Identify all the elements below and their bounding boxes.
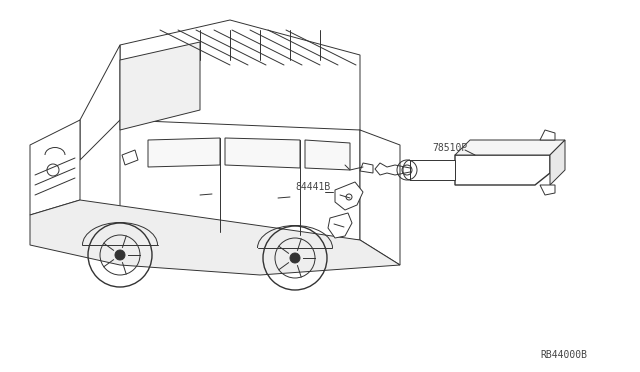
Polygon shape — [360, 163, 373, 173]
Polygon shape — [120, 42, 200, 130]
Polygon shape — [120, 20, 360, 155]
Polygon shape — [80, 45, 120, 160]
Polygon shape — [122, 150, 138, 165]
Polygon shape — [225, 138, 300, 168]
Circle shape — [290, 253, 300, 263]
Text: 78510P: 78510P — [432, 143, 467, 153]
Circle shape — [115, 250, 125, 260]
Polygon shape — [30, 200, 400, 275]
Polygon shape — [335, 182, 363, 210]
Polygon shape — [120, 120, 360, 240]
Polygon shape — [30, 120, 80, 215]
Polygon shape — [455, 155, 550, 185]
Polygon shape — [410, 160, 455, 180]
Text: 84441B: 84441B — [295, 182, 330, 192]
Polygon shape — [550, 140, 565, 185]
Polygon shape — [540, 185, 555, 195]
Polygon shape — [360, 130, 400, 265]
Polygon shape — [455, 140, 565, 155]
Polygon shape — [148, 138, 220, 167]
Polygon shape — [540, 130, 555, 140]
Text: RB44000B: RB44000B — [540, 350, 587, 360]
Polygon shape — [305, 140, 350, 170]
Polygon shape — [328, 213, 352, 238]
